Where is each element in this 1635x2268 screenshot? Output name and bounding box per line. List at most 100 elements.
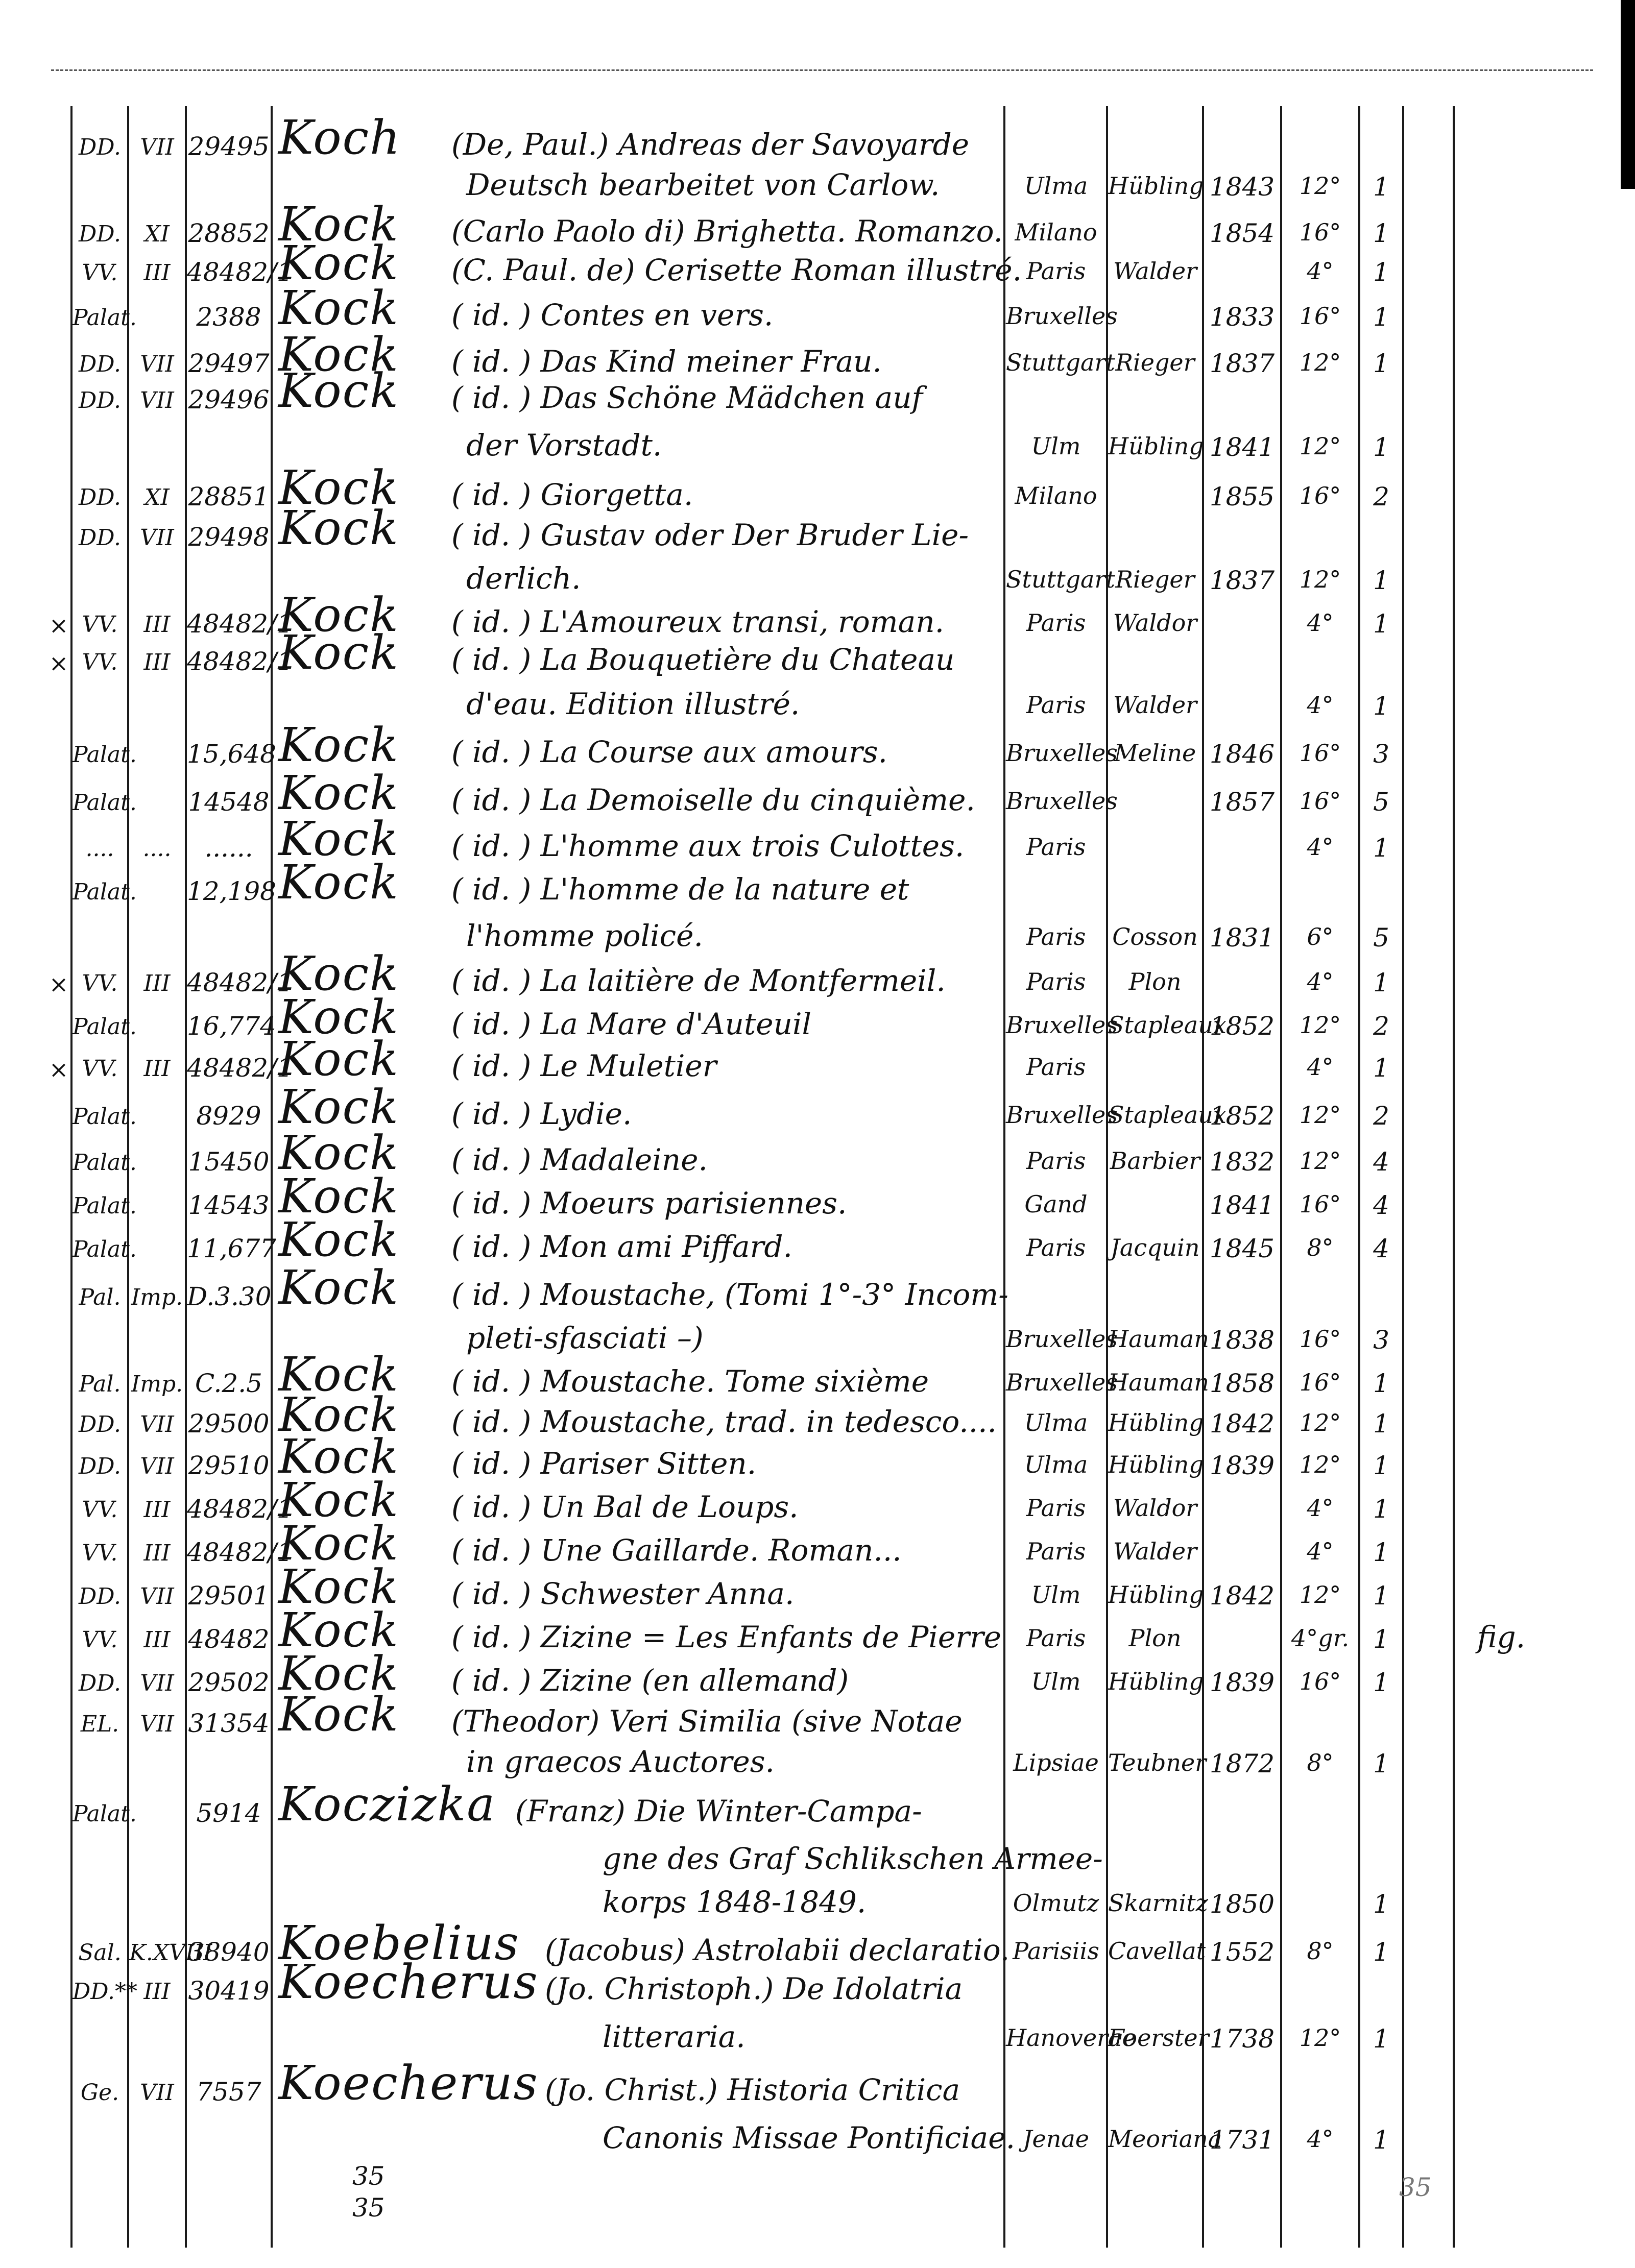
shelf-section: VII	[140, 351, 174, 377]
entry-format: 6°	[1307, 923, 1334, 950]
entry-publisher: Plon	[1128, 968, 1182, 995]
entry-format: 4°	[1307, 2125, 1334, 2153]
entry-year: 1832	[1209, 1147, 1275, 1177]
call-number: 29497	[188, 349, 270, 378]
shelf-section: VII	[140, 1583, 174, 1609]
author-surname: Kock	[278, 501, 399, 555]
entry-publisher: Hübling	[1108, 1668, 1204, 1695]
author-surname: Kock	[278, 1032, 399, 1086]
entry-publisher: Hübling	[1108, 1451, 1204, 1478]
entry-vols: 2	[1373, 482, 1389, 511]
shelf-section: ....	[142, 836, 172, 862]
shelf-mark: DD.	[79, 1583, 121, 1609]
entry-format: 16°	[1299, 302, 1341, 330]
entry-publisher: Jacquin	[1110, 1234, 1200, 1261]
shelf-mark: Palat.	[73, 1104, 137, 1130]
call-number: 29501	[188, 1581, 270, 1611]
entry-place: Ulm	[1031, 1668, 1081, 1695]
entry-year: 1842	[1209, 1409, 1275, 1438]
title-continuation: derlich.	[466, 561, 581, 596]
shelf-mark: Palat.	[73, 1150, 137, 1176]
title-text: ( id. ) Das Kind meiner Frau.	[451, 344, 882, 379]
call-number: 2388	[196, 302, 261, 332]
shelf-section: III	[143, 1627, 171, 1653]
author-surname: Kock	[278, 236, 399, 290]
entry-place: Hanoverae	[1006, 2024, 1136, 2052]
author-surname: Koebelius	[278, 1916, 520, 1970]
entry-place: Bruxelles	[1006, 1101, 1118, 1129]
entry-place: Paris	[1026, 833, 1086, 861]
entry-publisher: Stapleaux	[1108, 1101, 1227, 1129]
title-text: (Jo. Christoph.) De Idolatria	[545, 1971, 963, 2006]
entry-publisher: Teubner	[1108, 1749, 1207, 1776]
call-number: 30419	[188, 1976, 270, 2006]
entry-place: Ulma	[1024, 172, 1088, 200]
title-continuation: gne des Graf Schlikschen Armee-	[603, 1841, 1103, 1876]
column-rule	[1280, 106, 1282, 2248]
entry-publisher: Skarnitz	[1108, 1889, 1208, 1917]
entry-place: Paris	[1026, 691, 1086, 719]
shelf-section: III	[143, 649, 171, 675]
entry-format: 4°	[1307, 1494, 1334, 1522]
entry-year: 1833	[1209, 302, 1275, 332]
entry-year: 1846	[1209, 739, 1275, 769]
entry-vols: 1	[1373, 566, 1389, 595]
author-surname: Kock	[278, 1473, 399, 1527]
entry-vols: 1	[1373, 432, 1389, 462]
entry-vols: 5	[1373, 923, 1389, 953]
author-surname: Kock	[278, 1516, 399, 1571]
shelf-mark: Palat.	[73, 1193, 137, 1219]
shelf-mark: VV.	[82, 612, 118, 638]
entry-format: 12°	[1299, 172, 1341, 200]
entry-place: Ulma	[1024, 1451, 1088, 1478]
shelf-mark: Pal.	[79, 1284, 121, 1310]
entry-publisher: Hauman	[1108, 1369, 1209, 1396]
entry-place: Paris	[1026, 609, 1086, 637]
entry-format: 8°	[1307, 1749, 1334, 1776]
shelf-mark: VV.	[82, 1497, 118, 1523]
shelf-mark: Palat.	[73, 1014, 137, 1040]
footer-count: 35	[352, 2193, 385, 2223]
call-number: 48482/1	[187, 968, 293, 997]
author-surname: Kock	[278, 946, 399, 1001]
title-text: ( id. ) Le Muletier	[451, 1048, 717, 1083]
title-text: ( id. ) La Mare d'Auteuil	[451, 1007, 812, 1041]
shelf-section: Imp.	[131, 1371, 183, 1397]
author-surname: Kock	[278, 855, 399, 910]
entry-publisher: Hübling	[1108, 172, 1204, 200]
shelf-mark: DD.	[79, 1670, 121, 1696]
entry-format: 12°	[1299, 1147, 1341, 1175]
call-number: 5914	[196, 1798, 261, 1828]
author-surname: Kock	[278, 1260, 399, 1315]
entry-publisher: Cavellat	[1108, 1937, 1206, 1965]
shelf-mark: DD.	[79, 525, 121, 551]
title-text: ( id. ) Contes en vers.	[451, 298, 774, 332]
entry-vols: 1	[1373, 691, 1389, 721]
shelf-mark: Sal.	[78, 1940, 122, 1966]
entry-year: 1841	[1209, 432, 1275, 462]
title-text: ( id. ) Mon ami Piffard.	[451, 1229, 792, 1264]
title-text: ( id. ) Das Schöne Mädchen auf	[451, 380, 923, 415]
title-text: (Theodor) Veri Similia (sive Notae	[451, 1704, 963, 1739]
entry-format: 16°	[1299, 218, 1341, 246]
shelf-mark: VV.	[82, 649, 118, 675]
call-number: 29495	[188, 132, 270, 161]
entry-publisher: Stapleaux	[1108, 1011, 1227, 1039]
entry-vols: 1	[1373, 2024, 1389, 2054]
shelf-section: III	[143, 970, 171, 996]
author-surname: Kock	[278, 281, 399, 335]
title-text: ( id. ) La laitière de Montfermeil.	[451, 963, 946, 998]
call-number: 28852	[188, 218, 270, 248]
title-text: ( id. ) Giorgetta.	[451, 477, 693, 512]
entry-place: Jenae	[1023, 2125, 1089, 2153]
shelf-mark: EL.	[80, 1711, 119, 1737]
entry-format: 4°gr.	[1291, 1624, 1350, 1652]
entry-place: Paris	[1026, 968, 1086, 995]
title-text: ( id. ) Schwester Anna.	[451, 1576, 795, 1611]
entry-year: 1854	[1209, 218, 1275, 248]
title-text: ( id. ) La Demoiselle du cinquième.	[451, 783, 975, 817]
entry-publisher: Hübling	[1108, 1409, 1204, 1436]
entry-place: Paris	[1026, 1494, 1086, 1522]
call-number: 8929	[196, 1101, 261, 1131]
shelf-section: Imp.	[131, 1284, 183, 1310]
